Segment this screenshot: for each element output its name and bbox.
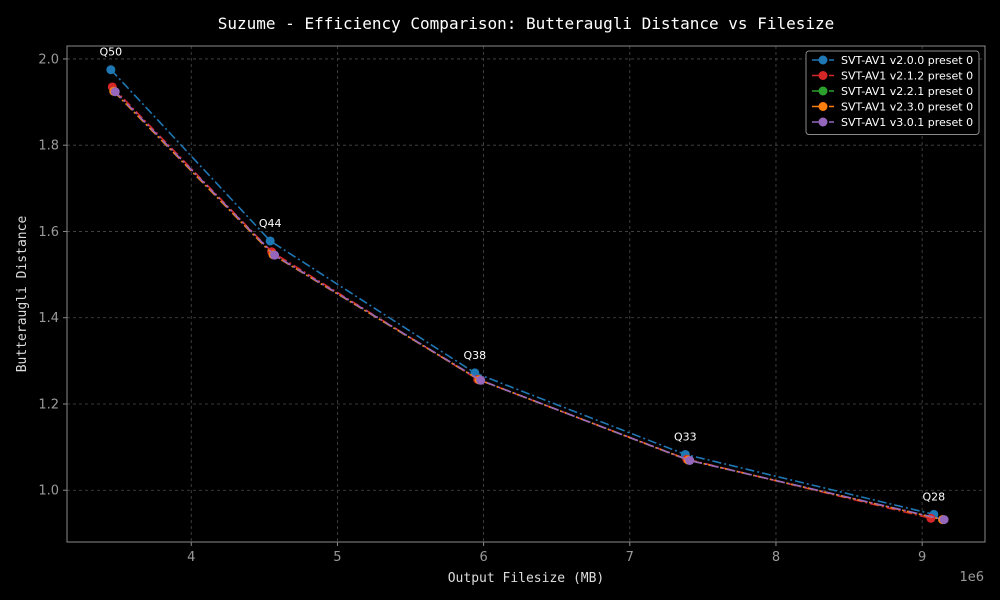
quality-annotation: Q50 bbox=[100, 46, 123, 59]
x-tick-label: 8 bbox=[772, 550, 780, 565]
plot-frame bbox=[66, 45, 986, 543]
annotation-layer: Q50 Q44 Q38 Q33 Q28 bbox=[100, 46, 946, 504]
data-point bbox=[939, 515, 949, 525]
legend-marker bbox=[818, 102, 828, 111]
legend-item: SVT-AV1 v2.2.1 preset 0 bbox=[812, 85, 973, 98]
series-layer bbox=[106, 65, 949, 525]
tick-layer: 4 5 6 7 8 9 1.0 1.2 1.4 1.6 1.8 2.0 bbox=[38, 52, 926, 565]
legend-marker bbox=[818, 71, 828, 80]
y-tick-label: 1.2 bbox=[38, 397, 59, 412]
quality-annotation: Q28 bbox=[923, 490, 946, 503]
legend-item: SVT-AV1 v3.0.1 preset 0 bbox=[812, 116, 973, 129]
x-tick-label: 7 bbox=[626, 550, 634, 565]
data-point bbox=[476, 375, 486, 385]
legend-label: SVT-AV1 v3.0.1 preset 0 bbox=[841, 116, 973, 129]
x-tick-label: 9 bbox=[918, 550, 926, 565]
data-point bbox=[110, 87, 120, 97]
quality-annotation: Q33 bbox=[674, 430, 697, 443]
data-point bbox=[106, 65, 116, 75]
x-tick-label: 4 bbox=[187, 550, 195, 565]
legend-marker bbox=[818, 117, 828, 127]
x-tick-label: 5 bbox=[333, 550, 341, 565]
legend: SVT-AV1 v2.0.0 preset 0 SVT-AV1 v2.1.2 pr… bbox=[805, 50, 980, 135]
grid-layer bbox=[67, 46, 985, 542]
legend-label: SVT-AV1 v2.2.1 preset 0 bbox=[841, 85, 973, 98]
legend-item: SVT-AV1 v2.0.0 preset 0 bbox=[812, 54, 973, 67]
quality-annotation: Q44 bbox=[259, 217, 282, 230]
legend-label: SVT-AV1 v2.1.2 preset 0 bbox=[841, 70, 973, 83]
legend-marker bbox=[818, 55, 828, 65]
series-5 bbox=[110, 87, 949, 525]
data-point bbox=[265, 236, 275, 246]
y-axis-label: Butteraugli Distance bbox=[15, 216, 30, 373]
legend-label: SVT-AV1 v2.0.0 preset 0 bbox=[841, 54, 973, 67]
legend-item: SVT-AV1 v2.3.0 preset 0 bbox=[812, 101, 973, 114]
x-offset-label: 1e6 bbox=[959, 570, 984, 585]
y-tick-label: 1.4 bbox=[38, 311, 59, 326]
data-point bbox=[685, 455, 695, 465]
chart-title: Suzume - Efficiency Comparison: Butterau… bbox=[218, 14, 835, 33]
y-tick-label: 2.0 bbox=[38, 52, 59, 67]
legend-box bbox=[805, 50, 980, 135]
y-tick-label: 1.6 bbox=[38, 225, 59, 240]
legend-label: SVT-AV1 v2.3.0 preset 0 bbox=[841, 101, 973, 114]
y-tick-label: 1.0 bbox=[38, 484, 59, 499]
legend-item: SVT-AV1 v2.1.2 preset 0 bbox=[812, 70, 973, 83]
legend-marker bbox=[818, 86, 828, 96]
quality-annotation: Q38 bbox=[464, 349, 487, 362]
data-point bbox=[270, 250, 280, 260]
y-tick-label: 1.8 bbox=[38, 139, 59, 154]
x-axis-label: Output Filesize (MB) bbox=[448, 571, 605, 586]
x-tick-label: 6 bbox=[479, 550, 487, 565]
